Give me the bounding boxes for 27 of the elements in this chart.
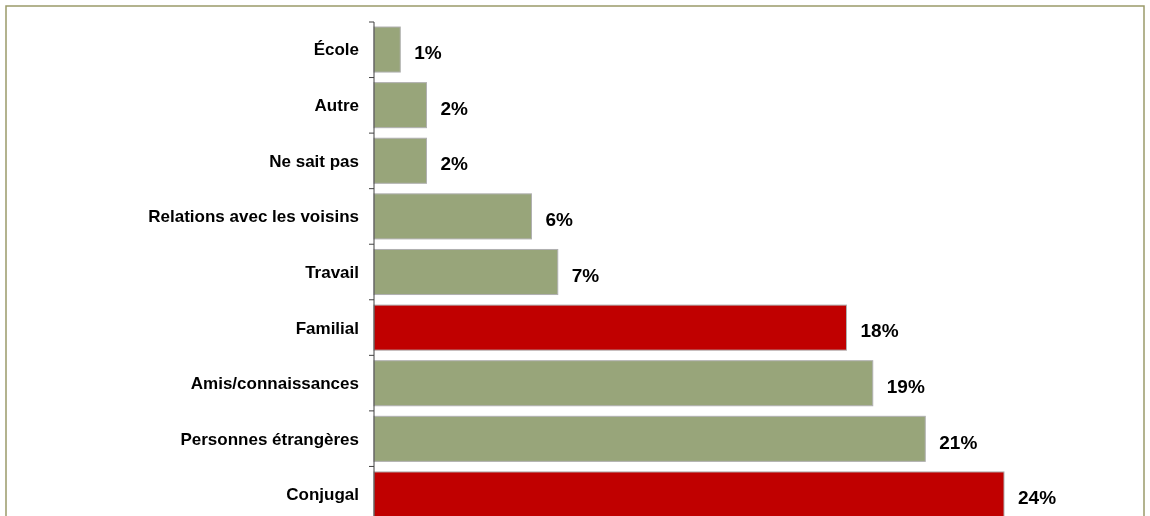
y-tick-label: Amis/connaissances	[190, 374, 359, 394]
y-tick-label: Familial	[295, 318, 359, 338]
data-label: 21%	[939, 431, 978, 453]
bar	[373, 471, 1005, 516]
data-label: 18%	[860, 320, 899, 342]
data-label: 2%	[440, 97, 469, 119]
y-tick-label: École	[313, 40, 359, 60]
data-label: 24%	[1018, 487, 1057, 509]
y-tick-label: Personnes étrangères	[180, 429, 359, 449]
bar	[373, 26, 401, 73]
y-tick-label: Autre	[314, 96, 359, 116]
bar	[373, 137, 427, 184]
data-label: 7%	[571, 264, 600, 286]
y-tick-label: Relations avec les voisins	[148, 207, 359, 227]
bar	[373, 248, 559, 296]
data-label: 1%	[414, 42, 442, 64]
y-tick-label: Travail	[305, 262, 359, 282]
bar	[373, 304, 847, 351]
data-label: 19%	[886, 375, 925, 397]
y-tick-label: Ne sait pas	[269, 151, 359, 171]
bar	[373, 415, 926, 462]
y-tick-label: Conjugal	[286, 485, 359, 505]
bar	[373, 193, 532, 240]
bar	[373, 360, 874, 407]
data-label: 6%	[545, 209, 574, 231]
data-label: 2%	[440, 153, 469, 175]
bar	[373, 82, 427, 129]
